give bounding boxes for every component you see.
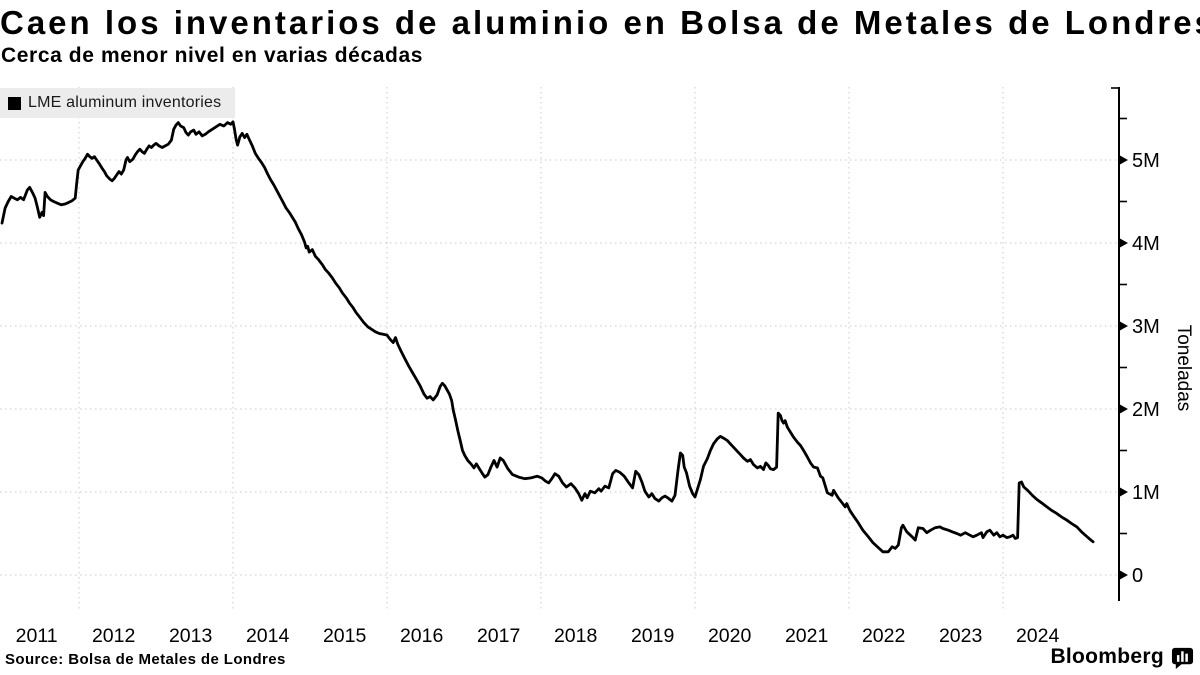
page-subtitle: Cerca de menor nivel en varias décadas <box>1 44 424 67</box>
y-major-tick <box>1119 238 1128 248</box>
x-tick-label: 2014 <box>246 625 290 647</box>
x-tick-label: 2018 <box>554 625 597 647</box>
y-major-tick <box>1119 155 1128 165</box>
y-tick-label: 1M <box>1132 482 1160 504</box>
x-tick-label: 2015 <box>323 625 367 647</box>
x-tick-label: 2016 <box>400 625 443 647</box>
legend: LME aluminum inventories <box>0 88 236 118</box>
source-note: Source: Bolsa de Metales de Londres <box>5 651 286 668</box>
x-tick-label: 2019 <box>631 625 674 647</box>
y-tick-label: 5M <box>1132 150 1160 172</box>
legend-swatch-icon <box>8 96 21 110</box>
x-tick-label: 2021 <box>785 625 828 647</box>
x-tick-label: 2024 <box>1016 625 1060 647</box>
y-major-tick <box>1119 487 1128 497</box>
bloomberg-logo: Bloomberg <box>1050 645 1194 669</box>
y-major-tick <box>1119 570 1128 580</box>
x-tick-label: 2017 <box>477 625 520 647</box>
bloomberg-wordmark: Bloomberg <box>1050 645 1164 668</box>
y-tick-label: 3M <box>1132 316 1160 338</box>
x-tick-label: 2013 <box>169 625 212 647</box>
y-tick-label: 0 <box>1132 565 1143 587</box>
page-title: Caen los inventarios de aluminio en Bols… <box>0 4 1200 41</box>
x-tick-label: 2011 <box>16 625 58 647</box>
y-axis-title: Toneladas <box>1173 325 1194 412</box>
x-tick-label: 2020 <box>708 625 752 647</box>
x-tick-label: 2012 <box>92 625 135 647</box>
y-major-tick <box>1119 321 1128 331</box>
y-tick-label: 4M <box>1132 233 1160 255</box>
legend-label: LME aluminum inventories <box>28 94 222 111</box>
x-tick-label: 2023 <box>939 625 982 647</box>
x-tick-label: 2022 <box>862 625 905 647</box>
y-major-tick <box>1119 404 1128 414</box>
inventory-line-series <box>0 120 1095 554</box>
y-tick-label: 2M <box>1132 399 1160 421</box>
bloomberg-chart-bubble-icon <box>1171 647 1194 669</box>
